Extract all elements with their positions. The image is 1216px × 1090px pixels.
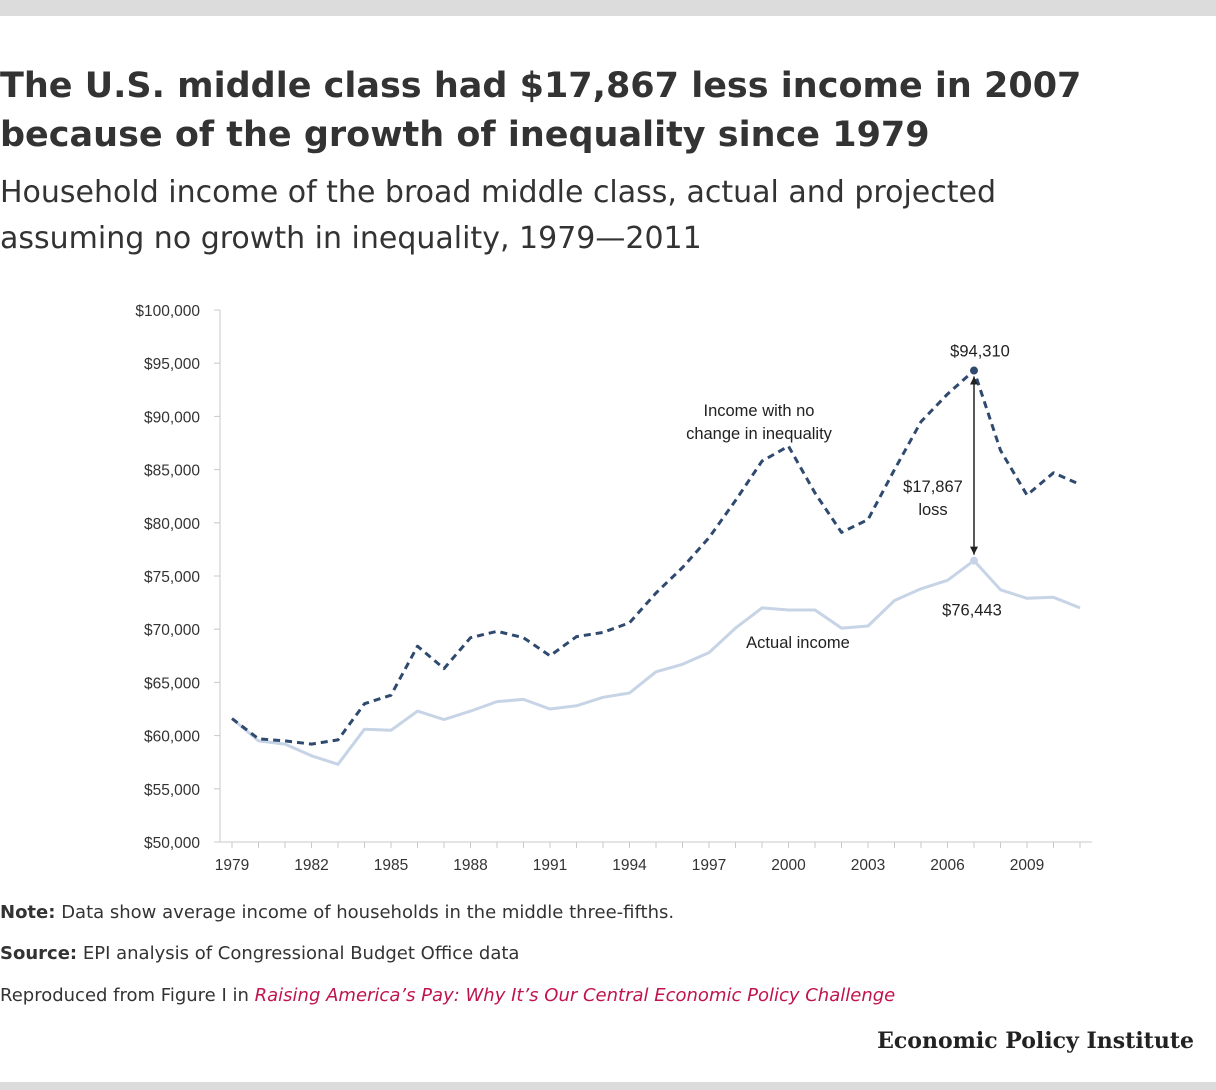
y-tick-label: $95,000 <box>144 356 200 373</box>
y-tick-label: $60,000 <box>144 729 200 746</box>
label-projected-series-line1: Income with no <box>704 402 815 420</box>
reproduced-line: Reproduced from Figure I in Raising Amer… <box>0 985 895 1006</box>
chart-subtitle: Household income of the broad middle cla… <box>0 170 1200 262</box>
label-gap-loss: loss <box>918 501 947 519</box>
reproduced-prefix: Reproduced from Figure I in <box>0 985 249 1006</box>
label-actual-peak: $76,443 <box>942 602 1002 620</box>
report-link[interactable]: Raising America’s Pay: Why It’s Our Cent… <box>254 985 896 1006</box>
note-label: Note: <box>0 902 56 923</box>
bottom-border <box>0 1082 1216 1090</box>
gap-arrow-head-top <box>970 376 978 385</box>
peak-point-actual <box>970 556 978 565</box>
y-tick-label: $50,000 <box>144 835 200 852</box>
brand-logo: Economic Policy Institute <box>877 1028 1194 1054</box>
source-line: Source: EPI analysis of Congressional Bu… <box>0 943 519 964</box>
title-line-1: The U.S. middle class had $17,867 less i… <box>0 66 1082 106</box>
y-tick-label: $65,000 <box>144 675 200 692</box>
line-chart: $50,000 $55,000 $60,000 $65,000 $70,000 $75,0… <box>135 303 1092 874</box>
x-tick-label: 1988 <box>453 857 487 874</box>
x-tick-label: 2009 <box>1010 857 1044 874</box>
series-line-no-inequality-change <box>231 369 1081 746</box>
label-projected-series-line2: change in inequality <box>686 425 833 443</box>
label-actual-series: Actual income <box>746 634 850 652</box>
series-line-actual-income <box>231 559 1081 766</box>
y-tick-label: $80,000 <box>144 516 200 533</box>
peak-point-projected <box>970 366 978 375</box>
chart-title: The U.S. middle class had $17,867 less i… <box>0 62 1190 160</box>
x-tick-label: 1982 <box>294 857 328 874</box>
y-tick-label: $75,000 <box>144 569 200 586</box>
label-gap-amount: $17,867 <box>903 478 963 496</box>
x-tick-label: 1997 <box>692 857 726 874</box>
y-tick-label: $55,000 <box>144 782 200 799</box>
y-tick-label: $85,000 <box>144 463 200 480</box>
y-tick-label: $90,000 <box>144 409 200 426</box>
title-line-2: because of the growth of inequality sinc… <box>0 115 930 155</box>
subtitle-line-1: Household income of the broad middle cla… <box>0 175 996 210</box>
note-text: Data show average income of households i… <box>61 902 675 923</box>
y-tick-label: $70,000 <box>144 622 200 639</box>
x-tick-label: 2003 <box>851 857 885 874</box>
note-line: Note: Data show average income of househ… <box>0 902 674 923</box>
x-tick-label: 1979 <box>215 857 249 874</box>
gap-arrow-head-bottom <box>970 546 978 555</box>
source-label: Source: <box>0 943 78 964</box>
x-tick-label: 1991 <box>533 857 567 874</box>
x-tick-label: 2006 <box>930 857 964 874</box>
label-projected-peak: $94,310 <box>950 343 1010 361</box>
source-text: EPI analysis of Congressional Budget Off… <box>82 943 520 964</box>
subtitle-line-2: assuming no growth in inequality, 1979—2… <box>0 221 702 256</box>
x-tick-label: 1994 <box>612 857 647 874</box>
x-tick-label: 1985 <box>374 857 408 874</box>
y-tick-label: $100,000 <box>135 303 200 320</box>
x-tick-label: 2000 <box>771 857 806 874</box>
top-border <box>0 0 1216 16</box>
